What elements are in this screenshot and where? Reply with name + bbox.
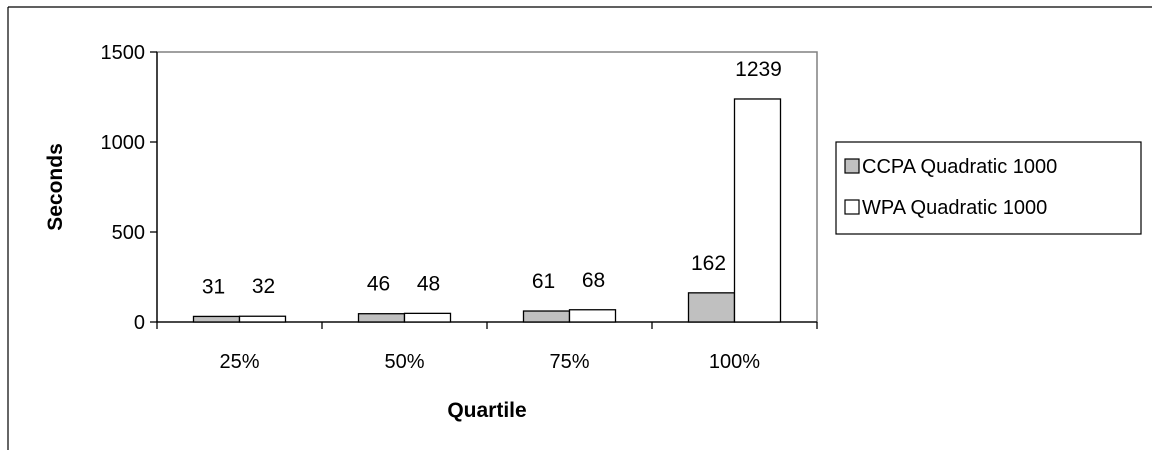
tick-labels: 0 500 1000 1500 25% 50% 75% 100% bbox=[101, 42, 761, 373]
y-axis-title: Seconds bbox=[44, 143, 67, 231]
data-label: 162 bbox=[691, 252, 726, 275]
y-tick-label: 1500 bbox=[101, 42, 146, 64]
legend-box bbox=[835, 141, 1142, 235]
x-tick-label: 75% bbox=[549, 351, 589, 373]
data-label: 61 bbox=[532, 270, 555, 293]
data-label: 46 bbox=[367, 273, 390, 296]
y-tick-label: 1000 bbox=[101, 132, 146, 154]
data-label: 68 bbox=[582, 269, 605, 292]
x-axis-title: Quartile bbox=[447, 399, 526, 422]
legend-swatch-wpa bbox=[844, 199, 860, 215]
y-tick-label: 0 bbox=[134, 312, 145, 334]
legend: CCPA Quadratic 1000 WPA Quadratic 1000 bbox=[835, 141, 1142, 235]
data-label: 48 bbox=[417, 272, 440, 295]
y-tick-label: 500 bbox=[112, 222, 145, 244]
data-labels: 31 46 61 162 32 48 68 1239 bbox=[202, 58, 782, 298]
bar-ccpa bbox=[357, 313, 406, 323]
bar-wpa bbox=[403, 312, 452, 323]
bar-ccpa bbox=[192, 315, 241, 323]
x-tick-label: 50% bbox=[384, 351, 424, 373]
legend-label-wpa: WPA Quadratic 1000 bbox=[862, 197, 1047, 219]
bar-ccpa bbox=[687, 292, 736, 323]
x-tick-label: 25% bbox=[219, 351, 259, 373]
bar-wpa bbox=[238, 315, 287, 323]
bar-wpa bbox=[733, 98, 782, 323]
data-label: 31 bbox=[202, 275, 225, 298]
bar-wpa bbox=[568, 309, 617, 323]
legend-swatch-ccpa bbox=[844, 158, 860, 174]
data-label: 32 bbox=[252, 275, 275, 298]
x-tick-label: 100% bbox=[709, 351, 760, 373]
bars bbox=[192, 98, 782, 323]
data-label: 1239 bbox=[735, 58, 782, 81]
legend-label-ccpa: CCPA Quadratic 1000 bbox=[862, 156, 1057, 178]
bar-ccpa bbox=[522, 310, 571, 323]
